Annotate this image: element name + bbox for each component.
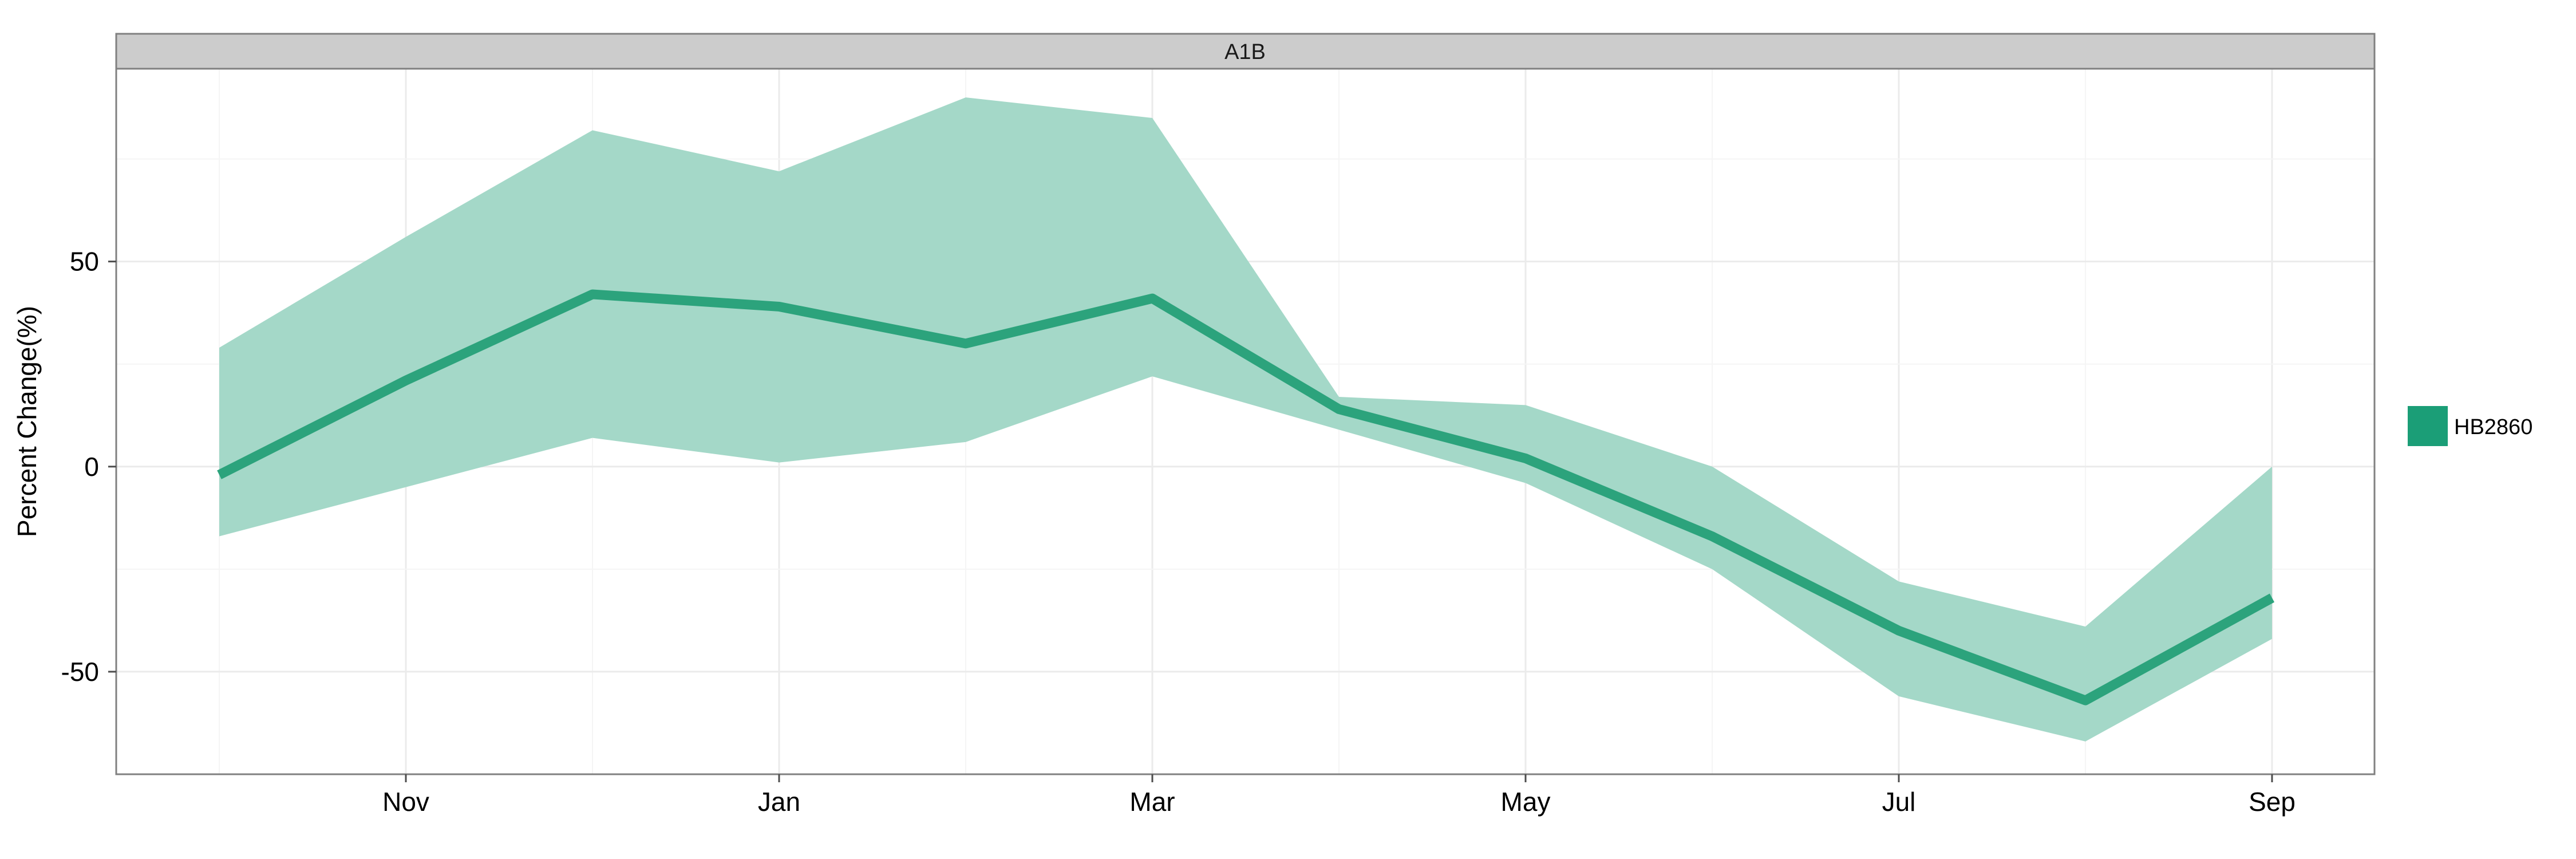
y-axis-title: Percent Change(%) — [12, 306, 42, 537]
legend-key-swatch — [2408, 406, 2448, 446]
legend: HB2860 — [2408, 406, 2532, 446]
x-tick-label: May — [1501, 787, 1551, 817]
lines — [217, 289, 2275, 706]
x-axis: Nov Jan Mar May Jul Sep — [382, 774, 2296, 817]
y-axis: -50 0 50 — [61, 247, 116, 687]
strip-background — [115, 33, 2376, 70]
strip-label: A1B — [1224, 40, 1266, 64]
y-tick-label: 0 — [84, 452, 99, 482]
legend-label: HB2860 — [2454, 415, 2532, 439]
x-tick-label: Mar — [1129, 787, 1175, 817]
x-tick-label: Jan — [758, 787, 800, 817]
plot-border — [115, 68, 2376, 775]
y-tick-label: 50 — [70, 247, 99, 277]
ribbons — [219, 97, 2272, 742]
confidence-ribbon — [219, 97, 2272, 742]
series-line — [217, 289, 2275, 706]
y-tick-label: -50 — [61, 657, 99, 687]
x-tick-label: Jul — [1882, 787, 1916, 817]
x-tick-label: Sep — [2249, 787, 2296, 817]
x-tick-label: Nov — [382, 787, 429, 817]
